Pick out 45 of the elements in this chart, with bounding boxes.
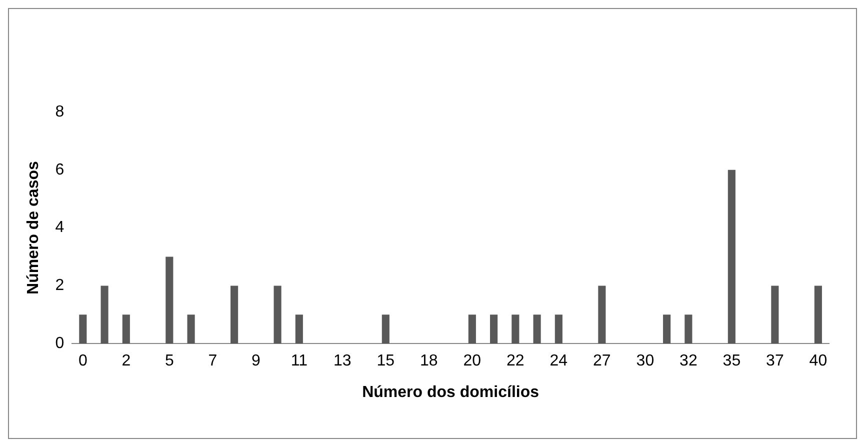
bar [814,286,822,344]
x-tick-label: 37 [766,352,784,370]
y-tick-label: 4 [55,219,64,236]
x-tick-label: 35 [722,352,741,370]
bar [187,314,195,344]
bar [663,314,671,344]
x-tick-label: 7 [208,352,218,370]
bar [728,170,736,344]
x-tick-label: 13 [334,352,352,370]
bar [468,314,476,344]
x-tick-label: 32 [680,352,698,370]
x-tick-label: 9 [251,352,260,370]
x-tick-label: 22 [506,352,524,370]
bar [598,286,606,344]
bar [512,314,520,344]
bar [684,314,692,344]
bar [79,314,87,344]
bar [382,314,390,344]
y-tick-label: 2 [55,277,64,294]
bar [771,286,779,344]
x-tick-label: 5 [164,352,174,370]
x-axis-title: Número dos domicílios [362,384,540,401]
y-tick-label: 8 [55,103,64,120]
x-tick-label: 27 [593,352,611,370]
bar [230,286,238,344]
bar [295,314,303,344]
x-tick-label: 2 [122,352,131,370]
x-tick-label: 11 [290,352,308,370]
bar [274,286,282,344]
x-tick-label: 18 [420,352,438,370]
bar [533,314,541,344]
x-tick-label: 0 [78,352,88,370]
bar [490,314,498,344]
y-tick-label: 0 [55,335,64,352]
bar [100,286,108,344]
x-tick-label: 30 [636,352,654,370]
bar [166,256,174,344]
bar [554,314,562,344]
y-axis-title: Número de casos [25,161,42,294]
y-tick-label: 6 [55,161,64,178]
x-tick-label: 24 [550,352,568,370]
x-tick-label: 15 [376,352,395,370]
bar [122,314,130,344]
x-tick-label: 20 [463,352,482,370]
x-tick-label: 40 [809,352,828,370]
